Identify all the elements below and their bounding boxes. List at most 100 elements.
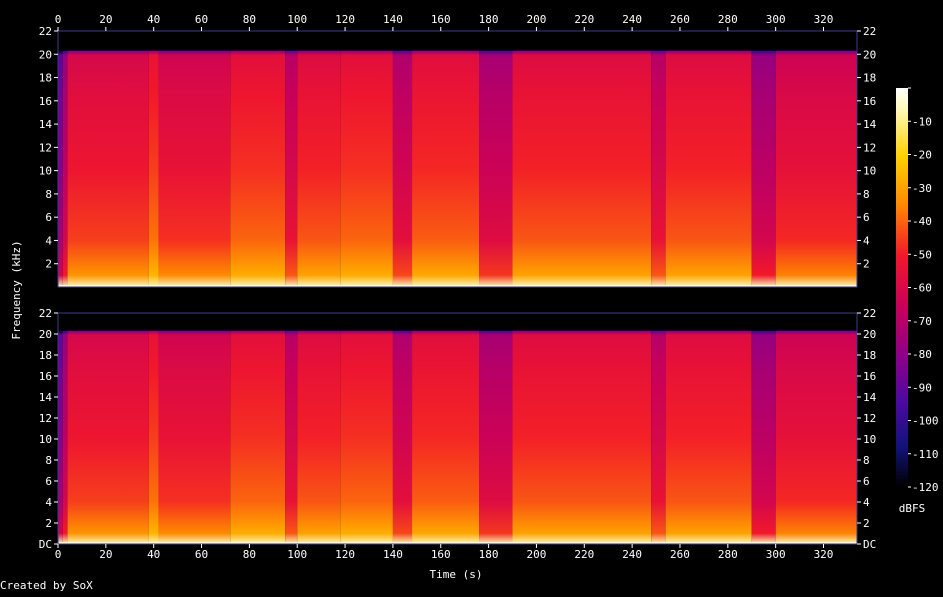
colorbar-tick-label: -120 — [912, 481, 939, 494]
y-tick-label-right: DC — [863, 538, 876, 551]
spectrogram-segment — [67, 50, 149, 288]
x-tick-label-top: 200 — [527, 13, 547, 26]
y-tick-label-right: 12 — [863, 141, 876, 154]
y-tick-label-right: 10 — [863, 165, 876, 178]
spectrogram-segment — [340, 50, 393, 288]
x-tick-label-top: 260 — [670, 13, 690, 26]
x-tick-label-top: 0 — [55, 13, 62, 26]
y-tick-label-left: 8 — [45, 188, 52, 201]
spectrogram-segment — [340, 330, 393, 544]
x-tick-label-bottom: 60 — [195, 548, 208, 561]
y-tick-label-right: 16 — [863, 370, 876, 383]
channel-panel-1 — [57, 30, 858, 288]
spectrogram-segment — [751, 330, 776, 544]
y-tick-label-right: 2 — [863, 258, 870, 271]
x-tick-label-top: 180 — [479, 13, 499, 26]
channel-panel-2 — [57, 312, 858, 545]
x-tick-label-top: 160 — [431, 13, 451, 26]
spectrogram-segment — [651, 330, 666, 544]
spectrogram-segment — [297, 50, 341, 288]
y-tick-label-left: 12 — [39, 412, 52, 425]
y-tick-label-right: 4 — [863, 496, 870, 509]
x-tick-label-top: 120 — [335, 13, 355, 26]
y-tick-label-right: 14 — [863, 391, 877, 404]
created-by-credit: Created by SoX — [0, 579, 93, 592]
x-tick-label-bottom: 300 — [766, 548, 786, 561]
colorbar-tick-label: -20 — [912, 149, 932, 162]
spectrogram-segment — [665, 330, 752, 544]
x-tick-label-bottom: 280 — [718, 548, 738, 561]
x-tick-label-top: 140 — [383, 13, 403, 26]
y-axis-label: Frequency (kHz) — [10, 240, 23, 339]
spectrogram-segment — [297, 330, 341, 544]
y-tick-label-left: 4 — [45, 496, 52, 509]
x-tick-label-bottom: 260 — [670, 548, 690, 561]
colorbar: -10 -20 -30 -40 -50 -60 -70 -80 -90 -100 -110 -120 — [896, 87, 939, 494]
spectrogram-segment — [230, 50, 286, 288]
spectrogram-segment — [62, 50, 68, 288]
x-tick-label-bottom: 0 — [55, 548, 62, 561]
spectrogram-segment — [392, 330, 413, 544]
y-tick-label-left: 6 — [45, 475, 52, 488]
y-tick-label-right: 12 — [863, 412, 876, 425]
colorbar-label: dBFS — [899, 502, 926, 515]
x-tick-label-top: 320 — [814, 13, 834, 26]
y-tick-label-right: 8 — [863, 188, 870, 201]
y-tick-label-left: 10 — [39, 165, 52, 178]
colorbar-tick-label: -70 — [912, 315, 932, 328]
y-tick-label-left: 16 — [39, 95, 52, 108]
spectrogram-segment — [148, 330, 159, 544]
x-tick-label-bottom: 20 — [99, 548, 112, 561]
y-tick-label-right: 10 — [863, 433, 876, 446]
x-tick-label-top: 80 — [243, 13, 256, 26]
spectrogram-segment — [62, 330, 68, 544]
colorbar-tick-label: -10 — [912, 115, 932, 128]
colorbar-tick-label: -30 — [912, 182, 932, 195]
y-tick-label-left: 22 — [39, 307, 52, 320]
x-tick-label-bottom: 220 — [574, 548, 594, 561]
x-tick-label-top: 40 — [147, 13, 160, 26]
x-tick-label-top: 240 — [622, 13, 642, 26]
y-tick-label-right: 8 — [863, 454, 870, 467]
spectrogram-segment — [148, 50, 159, 288]
spectrogram-segment — [512, 330, 652, 544]
y-tick-label-left: DC — [39, 538, 52, 551]
spectrogram-segment — [479, 330, 513, 544]
x-tick-label-top: 60 — [195, 13, 208, 26]
colorbar-tick-label: -60 — [912, 282, 932, 295]
spectrogram-segment — [512, 50, 652, 288]
y-tick-label-left: 20 — [39, 328, 52, 341]
y-tick-label-right: 16 — [863, 95, 876, 108]
spectrogram-segment — [58, 50, 63, 288]
y-tick-label-right: 20 — [863, 328, 876, 341]
y-tick-label-left: 18 — [39, 349, 52, 362]
colorbar-gradient — [896, 88, 908, 487]
y-tick-label-left: 16 — [39, 370, 52, 383]
spectrogram-segment — [412, 330, 480, 544]
x-axis-label: Time (s) — [430, 568, 483, 581]
y-tick-label-right: 4 — [863, 234, 870, 247]
x-tick-label-top: 280 — [718, 13, 738, 26]
spectrogram-segment — [775, 50, 857, 288]
channel-panels — [57, 30, 858, 545]
panel-frame — [57, 30, 858, 288]
y-tick-label-right: 2 — [863, 517, 870, 530]
y-tick-label-right: 14 — [863, 118, 877, 131]
axes: 0 0 20 20 40 40 60 60 80 80 100 100 120 120 140 140 160 1… — [39, 13, 877, 561]
y-tick-label-left: 22 — [39, 25, 52, 38]
x-tick-label-top: 300 — [766, 13, 786, 26]
y-tick-label-left: 2 — [45, 517, 52, 530]
spectrogram-segment — [479, 50, 513, 288]
spectrogram-segment — [775, 330, 857, 544]
y-tick-label-right: 22 — [863, 25, 876, 38]
x-tick-label-top: 20 — [99, 13, 112, 26]
spectrogram-segment — [665, 50, 752, 288]
panel-frame — [57, 312, 858, 545]
x-tick-label-bottom: 140 — [383, 548, 403, 561]
colorbar-tick-label: -90 — [912, 381, 932, 394]
x-tick-label-bottom: 320 — [814, 548, 834, 561]
y-tick-label-left: 14 — [39, 118, 53, 131]
spectrogram-segment — [412, 50, 480, 288]
